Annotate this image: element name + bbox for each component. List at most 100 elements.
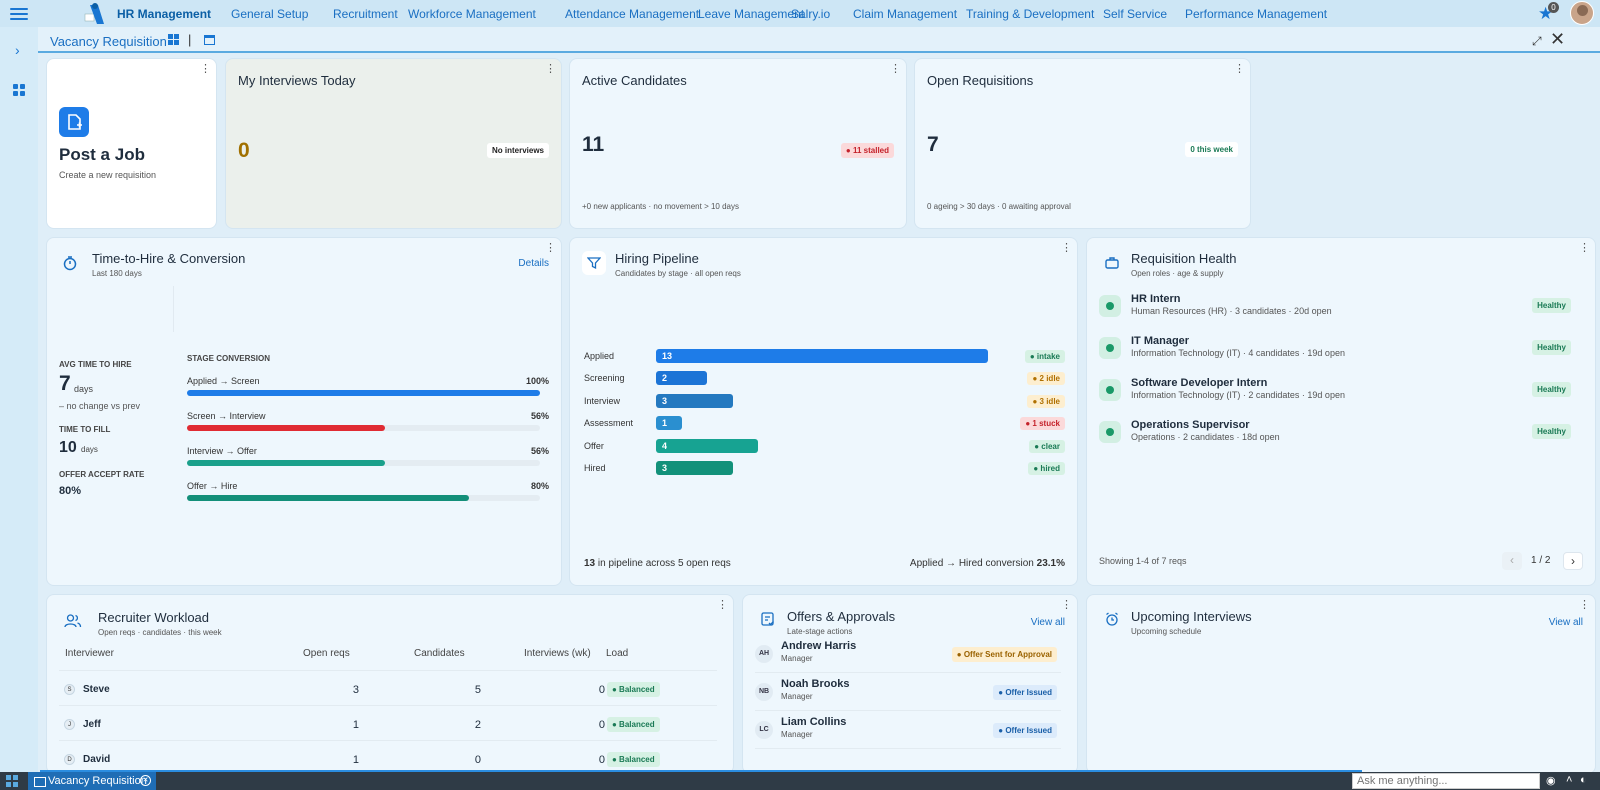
time-to-hire-card: ⋮ Time-to-Hire & Conversion Last 180 day…: [46, 237, 562, 586]
more-options-icon[interactable]: ⋮: [1234, 63, 1245, 75]
kpi-subtext: 0 ageing > 30 days · 0 awaiting approval: [927, 202, 1071, 211]
pipeline-status-badge: ● intake: [1024, 350, 1065, 363]
more-options-icon[interactable]: ⋮: [1061, 242, 1072, 254]
pipeline-bar[interactable]: 1: [656, 416, 682, 431]
stage-percent: 56%: [530, 446, 549, 456]
menu-item[interactable]: Self Service: [1103, 7, 1168, 21]
candidate-role: Manager: [781, 692, 813, 701]
users-icon: [62, 610, 84, 632]
requisition-item[interactable]: Operations Supervisor Operations · 2 cand…: [1099, 419, 1571, 457]
more-options-icon[interactable]: ⋮: [545, 242, 556, 254]
next-page-button[interactable]: ›: [1563, 552, 1583, 570]
requisition-item[interactable]: Software Developer Intern Information Tec…: [1099, 377, 1571, 415]
status-badge: 0 this week: [1185, 142, 1238, 157]
requisition-details: Information Technology (IT) · 2 candidat…: [1131, 390, 1345, 400]
prev-page-button[interactable]: ‹: [1502, 552, 1522, 570]
table-row[interactable]: D David 1 0 0 ● Balanced: [59, 740, 717, 773]
dashboard-icon[interactable]: [13, 84, 25, 96]
window-view-icon[interactable]: [204, 35, 215, 45]
star-count-badge: 0: [1548, 2, 1559, 13]
avatar: J: [64, 719, 75, 730]
avatar[interactable]: [1570, 1, 1594, 25]
list-item[interactable]: NB Noah Brooks Manager ● Offer Issued: [755, 673, 1061, 711]
status-badge: No interviews: [486, 143, 549, 158]
table-row[interactable]: S Steve 3 5 0 ● Balanced: [59, 670, 717, 705]
candidates-cell: 2: [474, 719, 481, 731]
page-indicator: 1 / 2: [1531, 555, 1551, 566]
pipeline-bar[interactable]: 2: [656, 371, 708, 386]
start-icon[interactable]: [6, 775, 18, 787]
more-options-icon[interactable]: ⋮: [1579, 599, 1590, 611]
load-badge: ● Balanced: [607, 682, 660, 697]
more-options-icon[interactable]: ⋮: [1579, 242, 1590, 254]
menu-item[interactable]: Salry.io: [791, 7, 831, 21]
ask-input[interactable]: [1352, 773, 1540, 789]
requisition-name: Operations Supervisor: [1131, 419, 1250, 431]
menu-item[interactable]: Training & Development: [966, 7, 1095, 21]
avatar: LC: [755, 721, 773, 739]
menu-item[interactable]: Claim Management: [853, 7, 958, 21]
pipeline-bar[interactable]: 3: [656, 461, 733, 475]
status-badge: Healthy: [1532, 382, 1571, 397]
candidates-cell: 0: [474, 754, 481, 766]
close-icon[interactable]: ✕: [1550, 29, 1566, 49]
view-all-offers-link[interactable]: View all: [1030, 617, 1065, 628]
menu-item[interactable]: Recruitment: [333, 7, 398, 21]
status-dot-icon: [1099, 379, 1121, 401]
pipeline-bar[interactable]: 3: [656, 393, 733, 408]
requisition-details: Human Resources (HR) · 3 candidates · 20…: [1131, 306, 1332, 316]
pipeline-stage-label: Offer: [584, 440, 604, 451]
open-requisitions-card: ⋮ Open Requisitions 7 0 this week 0 agei…: [914, 58, 1251, 229]
sidebar: ›: [0, 27, 38, 773]
menu-item[interactable]: Attendance Management: [565, 7, 700, 21]
menu-item[interactable]: Performance Management: [1185, 7, 1328, 21]
stage-label: Applied → Screen: [187, 376, 260, 386]
more-options-icon[interactable]: ⋮: [717, 599, 728, 611]
column-header: Candidates: [414, 648, 465, 659]
column-header: Load: [606, 648, 629, 659]
candidate-role: Manager: [781, 654, 813, 663]
menu-item[interactable]: General Setup: [231, 7, 309, 21]
expand-icon[interactable]: ⤢: [1532, 34, 1542, 48]
load-badge: ● Balanced: [607, 752, 660, 767]
menu-item[interactable]: Leave Management: [698, 7, 805, 21]
list-item[interactable]: AH Andrew Harris Manager ● Offer Sent for A…: [755, 635, 1061, 673]
pipeline-bar[interactable]: 13: [656, 349, 988, 363]
details-link[interactable]: Details: [518, 258, 549, 269]
pipeline-status-badge: ● 1 stuck: [1020, 417, 1065, 431]
more-options-icon[interactable]: ⋮: [1061, 599, 1072, 611]
more-options-icon[interactable]: ⋮: [890, 63, 901, 75]
requisition-item[interactable]: IT Manager Information Technology (IT) · …: [1099, 335, 1571, 373]
menu-icon[interactable]: [10, 5, 28, 21]
toggle-icon[interactable]: ◐: [1580, 774, 1587, 786]
chevron-right-icon[interactable]: ›: [15, 42, 20, 58]
time-to-fill-value: 10: [59, 439, 77, 456]
pipeline-status-badge: ● 2 idle: [1027, 372, 1065, 386]
table-row[interactable]: J Jeff 1 2 0 ● Balanced: [59, 705, 717, 740]
post-job-card[interactable]: ⋮ Post a Job Create a new requisition: [46, 58, 217, 229]
offer-accept-label: OFFER ACCEPT RATE: [59, 470, 145, 479]
open-reqs-cell: 1: [352, 754, 359, 766]
pipeline-footer: 13 in pipeline across 5 open reqs: [584, 558, 731, 569]
requisition-item[interactable]: HR Intern Human Resources (HR) · 3 candid…: [1099, 293, 1571, 331]
avatar: NB: [755, 683, 773, 701]
column-header: Interviewer: [65, 648, 114, 659]
taskbar-tab[interactable]: Vacancy Requisition ✕: [28, 772, 156, 790]
hiring-pipeline-card: ⋮ Hiring Pipeline Candidates by stage · …: [569, 237, 1078, 586]
list-item[interactable]: LC Liam Collins Manager ● Offer Issued: [755, 711, 1061, 749]
more-options-icon[interactable]: ⋮: [200, 63, 211, 75]
pipeline-bar[interactable]: 4: [656, 438, 759, 453]
view-all-interviews-link[interactable]: View all: [1548, 617, 1583, 628]
more-options-icon[interactable]: ⋮: [545, 63, 556, 75]
pagination-summary: Showing 1-4 of 7 reqs: [1099, 556, 1187, 566]
chevron-up-icon[interactable]: ˄: [1566, 774, 1573, 786]
menu-item[interactable]: Workforce Management: [408, 7, 536, 21]
assistant-icon[interactable]: ◉: [1546, 775, 1556, 787]
offer-status-badge: ● Offer Sent for Approval: [951, 647, 1057, 662]
avg-time-label: AVG TIME TO HIRE: [59, 360, 132, 369]
grid-view-icon[interactable]: [168, 34, 179, 45]
candidate-name: Andrew Harris: [781, 640, 857, 652]
close-tab-icon[interactable]: ✕: [140, 775, 151, 786]
card-title: Offers & Approvals: [787, 609, 896, 624]
open-reqs-cell: 3: [352, 684, 359, 696]
